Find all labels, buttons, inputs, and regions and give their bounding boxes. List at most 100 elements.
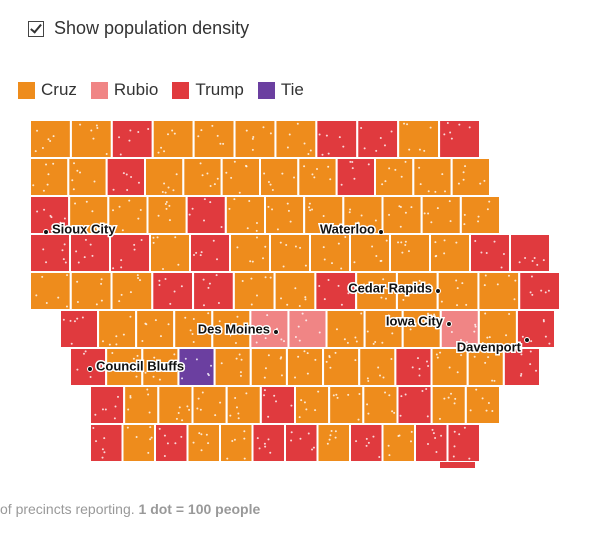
density-dot	[475, 388, 478, 391]
density-dot	[294, 287, 297, 290]
county	[374, 157, 415, 197]
county	[515, 309, 557, 349]
county	[29, 119, 72, 159]
density-dot	[500, 266, 503, 269]
county	[259, 157, 300, 197]
density-dot	[49, 214, 52, 217]
density-dot	[267, 181, 270, 184]
density-dot	[439, 351, 442, 354]
density-dot	[409, 440, 412, 443]
density-dot	[168, 219, 171, 222]
county	[144, 157, 185, 197]
density-dot	[188, 213, 191, 216]
density-dot	[366, 330, 369, 333]
density-dot	[234, 342, 237, 345]
density-dot	[36, 129, 39, 132]
density-dot	[397, 435, 400, 438]
density-dot	[262, 126, 265, 129]
density-dot	[529, 363, 532, 366]
density-dot	[401, 251, 404, 254]
density-dot	[347, 292, 350, 295]
density-dot	[323, 228, 326, 231]
checkbox-label[interactable]: Show population density	[54, 18, 250, 38]
density-dot	[409, 328, 412, 331]
density-dot	[100, 282, 103, 285]
density-dot	[285, 243, 288, 246]
density-dot	[502, 252, 505, 255]
density-dot	[410, 206, 413, 209]
density-dot	[70, 342, 73, 345]
density-dot	[314, 358, 317, 361]
density-dot	[380, 259, 383, 262]
density-dot	[129, 315, 132, 318]
density-dot	[469, 409, 472, 412]
density-dot	[192, 317, 195, 320]
checkbox[interactable]	[28, 20, 44, 37]
density-dot	[353, 177, 356, 180]
density-dot	[355, 440, 358, 443]
density-dot	[371, 245, 374, 248]
density-dot	[52, 135, 55, 138]
density-dot	[299, 246, 302, 249]
density-dot	[63, 243, 66, 246]
density-dot	[79, 123, 82, 126]
density-dot	[137, 181, 140, 184]
density-dot	[296, 122, 299, 125]
density-dot	[416, 357, 419, 360]
density-dot	[255, 229, 258, 232]
county	[446, 423, 481, 463]
county	[182, 157, 223, 197]
density-dot	[45, 163, 48, 166]
density-dot	[235, 406, 238, 409]
density-toggle[interactable]: Show population density	[28, 18, 249, 39]
county	[69, 119, 113, 159]
density-dot	[171, 129, 174, 132]
density-dot	[220, 225, 223, 228]
density-dot	[380, 296, 383, 299]
density-dot	[367, 441, 370, 444]
density-dot	[520, 372, 523, 375]
density-dot	[524, 257, 527, 260]
county	[69, 233, 111, 273]
density-dot	[388, 167, 391, 170]
density-dot	[427, 287, 430, 290]
density-dot	[240, 331, 243, 334]
density-dot	[225, 171, 228, 174]
density-dot	[307, 432, 310, 435]
density-dot	[293, 176, 296, 179]
density-dot	[167, 133, 170, 136]
density-dot	[158, 427, 161, 430]
density-dot	[418, 166, 421, 169]
density-dot	[326, 442, 329, 445]
density-dot	[94, 413, 97, 416]
density-dot	[329, 366, 332, 369]
density-dot	[387, 444, 390, 447]
density-dot	[66, 274, 69, 277]
density-dot	[448, 366, 451, 369]
density-dot	[342, 145, 345, 148]
density-dot	[357, 221, 360, 224]
density-dot	[382, 278, 385, 281]
legend-label: Cruz	[41, 80, 77, 99]
density-dot	[152, 236, 155, 239]
density-dot	[192, 254, 195, 257]
density-dot	[477, 215, 480, 218]
density-dot	[203, 198, 206, 201]
city-label: Des Moines	[198, 321, 270, 336]
density-dot	[129, 291, 132, 294]
county	[213, 347, 252, 387]
density-dot	[340, 183, 343, 186]
density-dot	[263, 376, 266, 379]
density-dot	[140, 239, 143, 242]
density-dot	[435, 451, 438, 454]
density-dot	[322, 246, 325, 249]
county	[109, 233, 151, 273]
city-label: Cedar Rapids	[348, 280, 432, 295]
density-dot	[340, 303, 343, 306]
density-dot	[448, 200, 451, 203]
density-dot	[399, 414, 402, 417]
density-dot	[460, 354, 463, 357]
density-dot	[213, 183, 216, 186]
density-dot	[165, 200, 168, 203]
density-dot	[407, 250, 410, 253]
